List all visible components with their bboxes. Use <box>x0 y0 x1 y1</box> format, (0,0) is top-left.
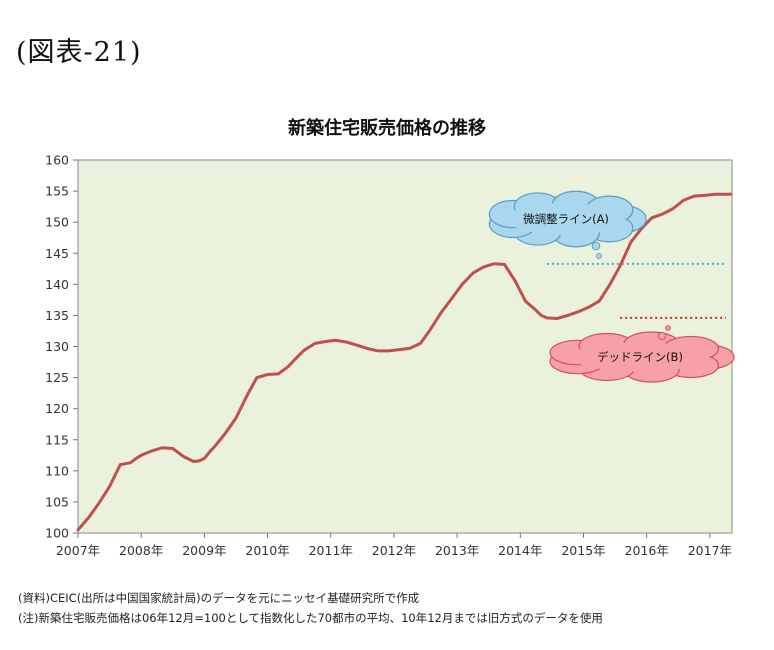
y-axis: 100 105 110 115 120 125 130 135 140 145 150 155 160 <box>45 153 78 541</box>
x-tick-label: 2013年 <box>435 543 479 558</box>
callout-a: 微調整ライン(A) <box>488 190 647 248</box>
callout-a-dot <box>596 253 602 259</box>
y-tick-label: 160 <box>45 153 69 168</box>
callout-a-label: 微調整ライン(A) <box>523 212 609 226</box>
y-tick-label: 120 <box>45 401 69 416</box>
callout-b-dot <box>657 331 667 341</box>
x-tick-label: 2007年 <box>56 543 100 558</box>
y-tick-label: 105 <box>45 494 69 509</box>
callout-b: デッドライン(B) <box>549 331 735 383</box>
callouts: 微調整ライン(A) デッドライン(B) <box>488 190 735 383</box>
x-tick-label: 2015年 <box>561 543 605 558</box>
y-tick-label: 145 <box>45 246 69 261</box>
x-tick-label: 2017年 <box>688 543 732 558</box>
callout-a-dot <box>591 241 601 251</box>
callout-b-label: デッドライン(B) <box>597 350 683 364</box>
y-tick-label: 100 <box>45 526 69 541</box>
y-tick-label: 155 <box>45 184 69 199</box>
y-tick-label: 115 <box>45 432 69 447</box>
y-tick-label: 135 <box>45 308 69 323</box>
y-tick-label: 150 <box>45 215 69 230</box>
callout-b-dot <box>665 325 671 331</box>
x-tick-label: 2010年 <box>245 543 289 558</box>
figure-label: (図表-21) <box>16 37 142 68</box>
y-tick-label: 125 <box>45 370 69 385</box>
x-tick-label: 2009年 <box>182 543 226 558</box>
x-tick-label: 2012年 <box>372 543 416 558</box>
x-tick-label: 2016年 <box>625 543 669 558</box>
x-tick-label: 2014年 <box>498 543 542 558</box>
series-line <box>76 192 733 532</box>
x-tick-label: 2008年 <box>119 543 163 558</box>
x-axis: 2007年 2008年 2009年 2010年 2011年 2012年 2013年 2014年… <box>56 533 732 558</box>
y-tick-label: 140 <box>45 277 69 292</box>
x-tick-label: 2011年 <box>309 543 353 558</box>
y-tick-label: 130 <box>45 339 69 354</box>
source-note: (資料)CEIC(出所は中国国家統計局)のデータを元にニッセイ基礎研究所で作成 <box>18 591 420 605</box>
footnote: (注)新築住宅販売価格は06年12月=100として指数化した70都市の平均、10… <box>18 611 603 625</box>
y-tick-label: 110 <box>45 463 69 478</box>
chart-title: 新築住宅販売価格の推移 <box>288 118 486 139</box>
